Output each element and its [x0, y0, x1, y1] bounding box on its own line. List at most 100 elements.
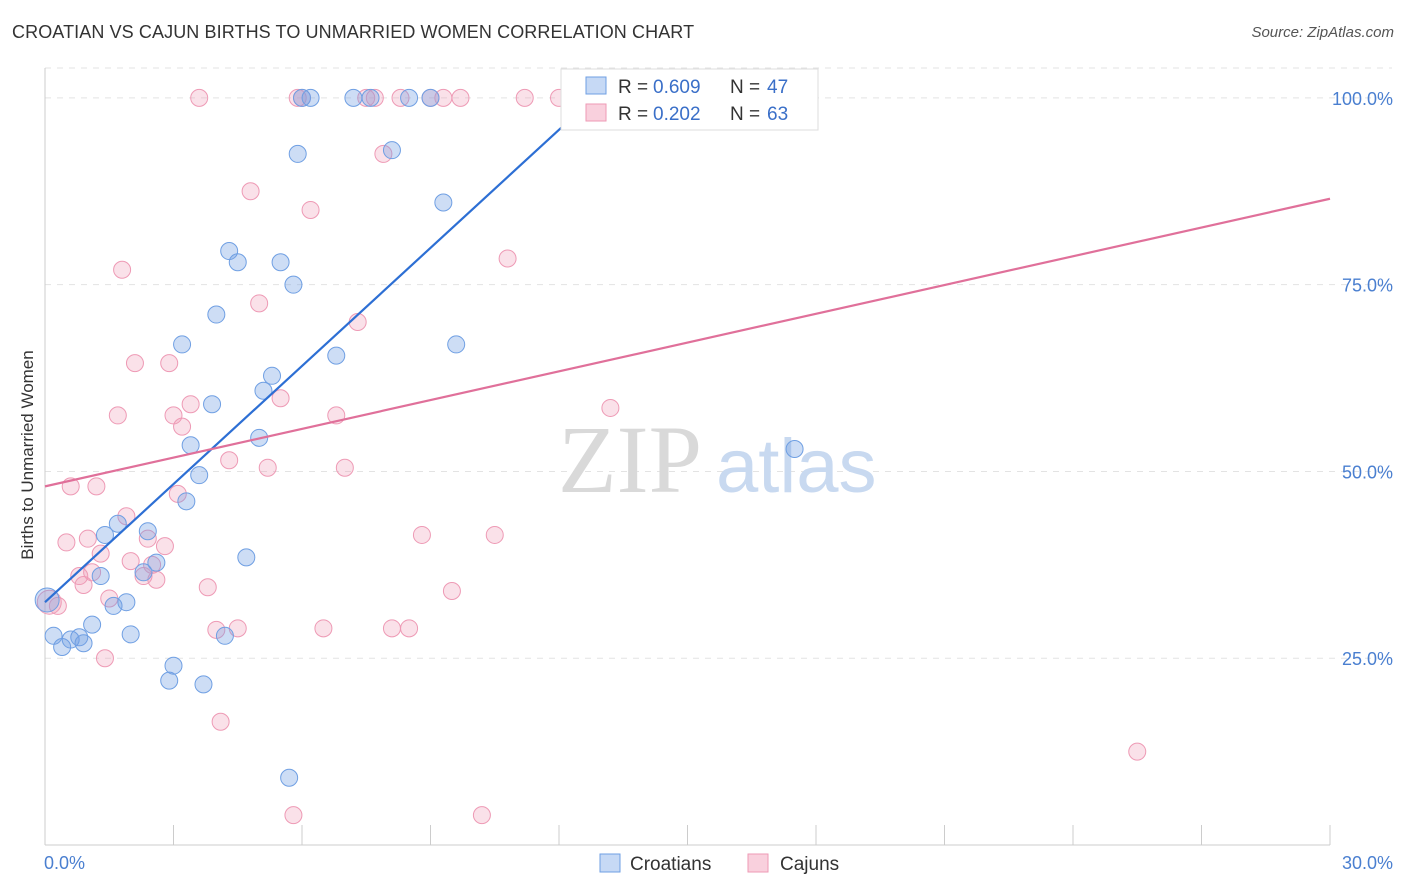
cajuns-point — [121, 552, 140, 571]
cajuns-point — [173, 417, 192, 436]
legend-r-value-2: 0.202 — [653, 104, 701, 125]
cajuns-point — [412, 525, 431, 544]
watermark-zip: ZIP — [558, 406, 702, 513]
croatians-point — [177, 492, 196, 511]
cajuns-point — [190, 88, 209, 107]
legend-cajuns-swatch — [585, 103, 607, 122]
croatians-point — [121, 625, 140, 644]
cajuns-point — [365, 88, 384, 107]
croatians-point — [138, 522, 157, 541]
croatians-legend-label: Croatians — [630, 854, 711, 875]
correlation-legend: R = 0.609 N = 47 R = 0.202 N = 63 — [560, 68, 819, 131]
cajuns-point — [113, 260, 132, 279]
croatians-point — [203, 395, 222, 414]
source-label: Source: ZipAtlas.com — [1251, 24, 1394, 41]
cajuns-point — [95, 649, 114, 668]
cajuns-point — [220, 451, 239, 470]
cajuns-point — [382, 619, 401, 638]
axes — [44, 68, 1331, 846]
croatians-point — [181, 436, 200, 455]
legend-n-value-1: 47 — [767, 77, 788, 98]
x-tick-max: 30.0% — [1342, 853, 1393, 873]
croatians-point — [434, 193, 453, 212]
legend-r-label-1: R = — [618, 77, 648, 98]
croatians-point — [237, 548, 256, 567]
legend-n-label-2: N = — [730, 104, 760, 125]
croatians-point — [263, 366, 282, 385]
cajuns-point — [288, 88, 307, 107]
croatians-point — [284, 275, 303, 294]
chart-title: CROATIAN VS CAJUN BIRTHS TO UNMARRIED WO… — [12, 22, 695, 42]
cajuns-point — [601, 398, 620, 417]
croatians-point — [134, 563, 153, 582]
legend-croatians-swatch — [585, 76, 607, 95]
croatians-point — [207, 305, 226, 324]
cajuns-point — [314, 619, 333, 638]
croatians-point — [785, 440, 804, 459]
croatians-point — [421, 88, 440, 107]
cajuns-point — [451, 88, 470, 107]
cajuns-point — [57, 533, 76, 552]
cajuns-point — [87, 477, 106, 496]
cajuns-point — [472, 806, 491, 825]
croatians-point — [400, 88, 419, 107]
cajuns-point — [125, 354, 144, 373]
cajuns-point — [271, 389, 290, 408]
croatians-point — [74, 634, 93, 653]
croatians-points — [34, 88, 804, 787]
cajuns-point — [198, 578, 217, 597]
cajuns-point — [160, 354, 179, 373]
cajuns-point — [498, 249, 517, 268]
croatians-point — [91, 567, 110, 586]
cajuns-point — [155, 537, 174, 556]
cajuns-point — [108, 406, 127, 425]
y-tick-label: 50.0% — [1342, 462, 1393, 482]
cajuns-point — [138, 529, 157, 548]
croatians-point — [164, 656, 183, 675]
cajuns-point — [181, 395, 200, 414]
cajuns-point — [284, 806, 303, 825]
cajuns-point — [1128, 742, 1147, 761]
legend-n-label-1: N = — [730, 77, 760, 98]
cajuns-legend-swatch — [747, 853, 769, 873]
cajuns-point — [301, 200, 320, 219]
croatians-point — [382, 141, 401, 160]
cajuns-point — [91, 544, 110, 563]
cajuns-point — [258, 458, 277, 477]
croatians-point — [215, 626, 234, 645]
y-tick-label: 75.0% — [1342, 276, 1393, 296]
croatians-trend-line — [44, 89, 603, 603]
cajuns-point — [250, 294, 269, 313]
cajuns-point — [74, 576, 93, 595]
croatians-point — [288, 144, 307, 163]
legend-r-label-2: R = — [618, 104, 648, 125]
croatians-point — [327, 346, 346, 365]
y-tick-label: 25.0% — [1342, 649, 1393, 669]
croatians-point — [228, 253, 247, 272]
croatians-point — [301, 88, 320, 107]
watermark: ZIP atlas — [558, 406, 877, 513]
legend-r-value-1: 0.609 — [653, 77, 701, 98]
croatians-point — [447, 335, 466, 354]
cajuns-point — [442, 581, 461, 600]
cajuns-point — [83, 563, 102, 582]
cajuns-trend-line — [44, 197, 1331, 488]
watermark-atlas: atlas — [716, 424, 877, 509]
croatians-point — [147, 553, 166, 572]
croatians-point — [117, 593, 136, 612]
trend-lines — [44, 89, 1331, 603]
y-tick-label: 100.0% — [1332, 89, 1393, 109]
cajuns-legend-label: Cajuns — [780, 854, 839, 875]
croatians-point — [190, 466, 209, 485]
cajuns-point — [400, 619, 419, 638]
x-tick-min: 0.0% — [44, 853, 85, 873]
croatians-point — [194, 675, 213, 694]
series-legend: Croatians Cajuns — [599, 853, 839, 875]
cajuns-point — [335, 458, 354, 477]
cajuns-point — [241, 182, 260, 201]
grid-lines: 25.0% 50.0% 75.0% 100.0% — [45, 67, 1393, 669]
croatians-point — [254, 381, 273, 400]
croatians-point — [108, 514, 127, 533]
cajuns-point — [374, 144, 393, 163]
